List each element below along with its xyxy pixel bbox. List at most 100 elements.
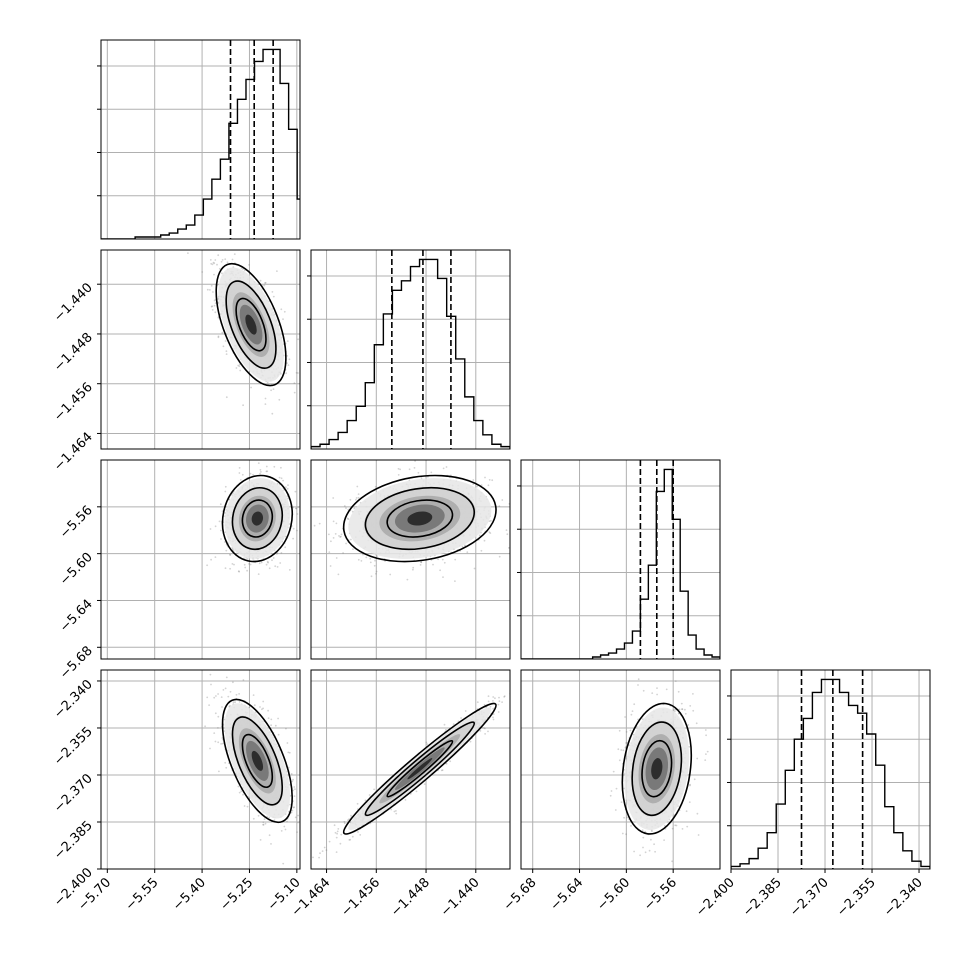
sample-point <box>220 743 223 745</box>
sample-point <box>332 520 335 523</box>
sample-point <box>243 563 246 566</box>
sample-point <box>345 542 347 545</box>
sample-point <box>259 706 261 708</box>
contour-line <box>241 733 274 789</box>
sample-point <box>503 696 506 698</box>
sample-point <box>243 269 246 272</box>
scatter-panel-1-3 <box>311 670 510 869</box>
sample-point <box>346 517 349 520</box>
sample-point <box>221 272 223 275</box>
sample-point <box>357 496 360 499</box>
sample-point <box>276 270 278 272</box>
sample-point <box>292 527 295 530</box>
sample-point <box>270 724 272 727</box>
histogram-panel-0 <box>97 40 300 239</box>
sample-point <box>297 372 299 374</box>
sample-point <box>220 529 222 532</box>
scatter-panel-0-1 <box>101 250 300 449</box>
sample-point <box>254 711 257 713</box>
sample-point <box>232 681 234 684</box>
sample-point <box>292 778 294 781</box>
sample-point <box>373 564 376 567</box>
sample-point <box>264 397 267 400</box>
sample-point <box>355 499 357 501</box>
sample-point <box>229 554 232 556</box>
sample-point <box>224 258 227 261</box>
sample-point <box>213 304 216 307</box>
sample-point <box>313 524 316 527</box>
sample-point <box>238 701 241 703</box>
sample-point <box>430 471 433 474</box>
sample-point <box>282 862 285 865</box>
sample-point <box>420 561 423 564</box>
sample-point <box>349 498 352 501</box>
sample-point <box>318 522 321 525</box>
sample-point <box>280 466 282 469</box>
contour-line <box>364 487 476 551</box>
contour-line <box>225 280 277 369</box>
sample-point <box>280 830 283 832</box>
sample-point <box>212 261 215 264</box>
sample-point <box>270 718 273 721</box>
sample-point <box>312 856 314 859</box>
sample-point <box>419 564 422 566</box>
sample-point <box>488 531 491 533</box>
sample-point <box>257 814 260 817</box>
sample-point <box>285 727 287 730</box>
sample-point <box>286 362 288 364</box>
sample-point <box>293 382 296 384</box>
sample-point <box>229 690 232 693</box>
sample-point <box>257 573 260 575</box>
sample-point <box>278 398 281 401</box>
sample-point <box>357 558 360 561</box>
contour-line <box>235 297 267 352</box>
sample-point <box>263 818 266 821</box>
sample-point <box>252 817 255 820</box>
sample-point <box>241 473 244 476</box>
sample-point <box>214 740 217 743</box>
sample-point <box>260 561 263 564</box>
sample-point <box>249 472 252 475</box>
sample-point <box>231 258 234 261</box>
sample-point <box>293 391 296 394</box>
sample-point <box>224 567 227 570</box>
sample-point <box>206 696 209 699</box>
histogram-frame <box>520 459 721 660</box>
contour-line <box>231 716 284 806</box>
sample-point <box>399 468 401 471</box>
sample-point <box>280 308 283 311</box>
sample-point <box>487 700 490 703</box>
sample-point <box>244 566 247 569</box>
sample-point <box>252 473 254 476</box>
sample-point <box>218 267 221 270</box>
sample-point <box>414 460 416 462</box>
histogram-panel-1 <box>307 250 510 449</box>
sample-point <box>476 701 479 704</box>
sample-point <box>489 532 492 534</box>
sample-point <box>217 335 220 338</box>
sample-point <box>211 309 214 311</box>
sample-point <box>307 503 309 505</box>
sample-point <box>330 540 332 543</box>
sample-point <box>238 365 241 368</box>
sample-point <box>262 823 264 826</box>
sample-point <box>237 785 240 788</box>
sample-point <box>313 772 315 774</box>
sample-point <box>417 471 420 474</box>
sample-point <box>292 806 295 809</box>
sample-point <box>262 700 265 703</box>
sample-point <box>267 709 269 712</box>
sample-point <box>235 693 238 696</box>
sample-point <box>220 260 223 263</box>
contour-line <box>215 262 287 387</box>
sample-point <box>287 751 290 754</box>
sample-point <box>233 253 236 256</box>
sample-point <box>466 551 469 554</box>
sample-point <box>212 291 214 293</box>
sample-point <box>282 318 284 321</box>
sample-point <box>480 549 483 552</box>
sample-point <box>286 820 288 823</box>
sample-point <box>432 563 434 566</box>
sample-point <box>238 570 241 573</box>
sample-point <box>333 824 336 827</box>
